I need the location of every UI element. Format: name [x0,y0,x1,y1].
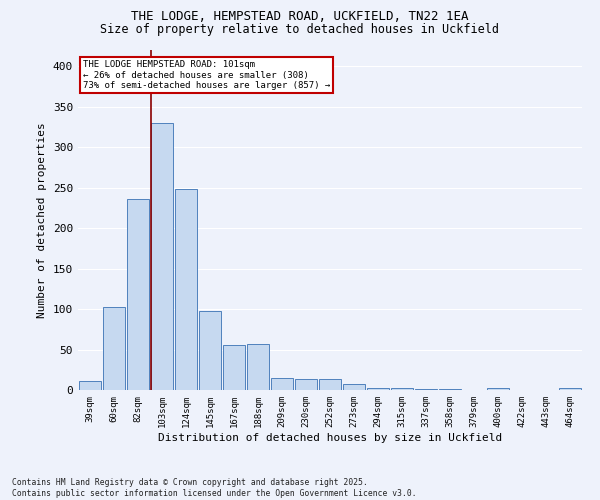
Text: THE LODGE HEMPSTEAD ROAD: 101sqm
← 26% of detached houses are smaller (308)
73% : THE LODGE HEMPSTEAD ROAD: 101sqm ← 26% o… [83,60,330,90]
Bar [151,123,173,390]
Bar [391,388,413,390]
Bar [103,308,125,390]
Bar [79,381,101,390]
Bar [295,378,317,390]
Bar [127,199,149,390]
X-axis label: Distribution of detached houses by size in Uckfield: Distribution of detached houses by size … [158,432,502,442]
Bar [343,384,365,390]
Bar [439,389,461,390]
Bar [247,344,269,390]
Bar [175,189,197,390]
Bar [271,378,293,390]
Bar [199,312,221,390]
Bar [223,346,245,390]
Bar [487,388,509,390]
Y-axis label: Number of detached properties: Number of detached properties [37,122,47,318]
Bar [415,389,437,390]
Text: THE LODGE, HEMPSTEAD ROAD, UCKFIELD, TN22 1EA: THE LODGE, HEMPSTEAD ROAD, UCKFIELD, TN2… [131,10,469,23]
Bar [367,388,389,390]
Bar [319,380,341,390]
Text: Contains HM Land Registry data © Crown copyright and database right 2025.
Contai: Contains HM Land Registry data © Crown c… [12,478,416,498]
Bar [559,388,581,390]
Text: Size of property relative to detached houses in Uckfield: Size of property relative to detached ho… [101,22,499,36]
